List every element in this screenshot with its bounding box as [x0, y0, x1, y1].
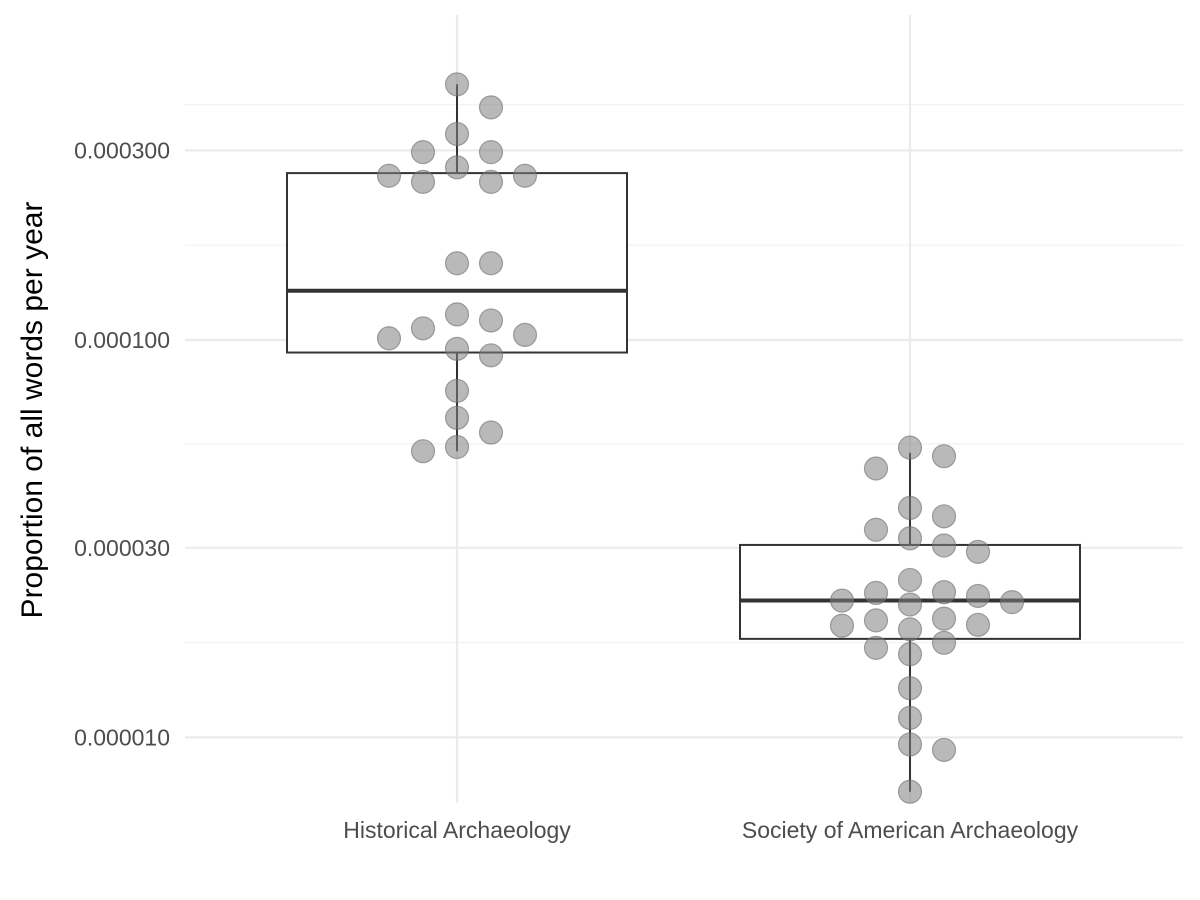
data-point	[931, 630, 957, 655]
data-point	[410, 140, 436, 165]
data-point	[897, 642, 923, 667]
y-tick-label: 0.000100	[74, 327, 170, 353]
data-point	[863, 580, 889, 606]
data-point	[897, 676, 923, 701]
boxplots	[286, 84, 1081, 792]
data-point	[965, 539, 991, 564]
data-point	[444, 72, 470, 97]
x-tick-label: Historical Archaeology	[343, 817, 571, 843]
data-point	[410, 439, 436, 464]
data-point	[863, 608, 889, 633]
data-point	[931, 504, 957, 529]
y-tick-label: 0.000010	[74, 724, 170, 750]
data-point	[897, 732, 923, 757]
data-point	[931, 580, 957, 605]
data-point	[897, 526, 923, 551]
y-axis-title: Proportion of all words per year	[16, 202, 49, 619]
data-point	[863, 517, 889, 542]
data-point	[863, 456, 889, 481]
y-tick-label: 0.000300	[74, 137, 170, 163]
y-tick-label: 0.000030	[74, 535, 170, 561]
data-point	[376, 326, 402, 351]
data-point	[478, 343, 504, 368]
grid-lines	[185, 15, 1183, 803]
data-point	[931, 444, 957, 469]
data-point	[376, 163, 402, 188]
data-point	[897, 592, 923, 617]
data-point	[897, 435, 923, 460]
data-point	[897, 495, 923, 521]
data-point	[999, 590, 1025, 615]
data-point	[478, 95, 504, 120]
data-point	[931, 737, 957, 763]
data-point	[444, 302, 470, 327]
data-point	[444, 121, 470, 147]
data-point	[410, 169, 436, 194]
data-point	[444, 405, 470, 430]
data-point	[512, 163, 538, 188]
data-point	[444, 155, 470, 180]
data-point	[897, 617, 923, 642]
x-tick-label: Society of American Archaeology	[742, 817, 1079, 843]
data-point	[897, 779, 923, 804]
data-point	[478, 169, 504, 194]
data-point	[965, 612, 991, 637]
data-points	[376, 72, 1025, 804]
data-point	[478, 308, 504, 333]
data-point	[512, 322, 538, 347]
data-point	[829, 588, 855, 613]
data-point	[931, 533, 957, 558]
data-point	[863, 635, 889, 660]
data-point	[410, 316, 436, 341]
data-point	[444, 378, 470, 403]
data-point	[444, 434, 470, 460]
axes: 0.000010 0.000030 0.000100 0.000300 Historic…	[74, 137, 1079, 843]
data-point	[829, 613, 855, 638]
data-point	[965, 583, 991, 609]
data-point	[444, 336, 470, 361]
data-point	[444, 251, 470, 276]
data-point	[897, 705, 923, 730]
data-point	[478, 420, 504, 445]
data-point	[478, 140, 504, 165]
data-point	[478, 251, 504, 276]
data-point	[897, 567, 923, 593]
data-point	[931, 606, 957, 631]
